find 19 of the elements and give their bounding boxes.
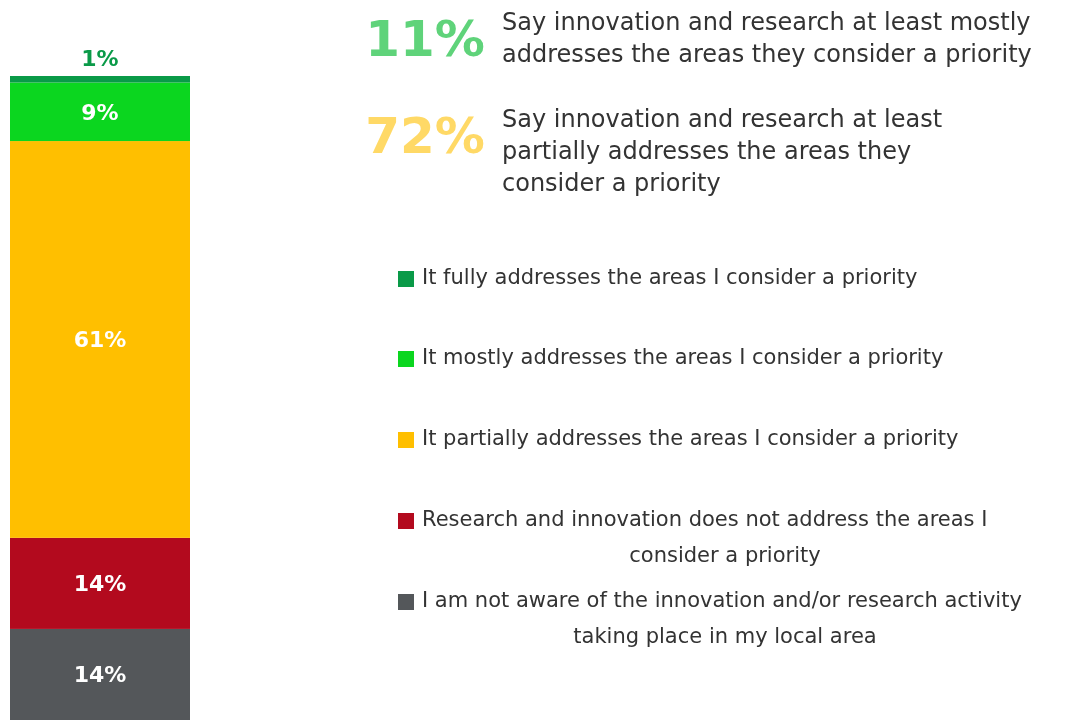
data-label: 14%: [73, 662, 127, 688]
legend-label: I am not aware of the innovation and/or research activity taking place in my local area: [422, 588, 1022, 648]
legend-label: It mostly addresses the areas I consider a priority: [422, 345, 944, 369]
data-label: 61%: [73, 327, 127, 353]
legend-label: It fully addresses the areas I consider a priority: [422, 265, 918, 289]
bar: [10, 82, 190, 142]
text: Say innovation and research at least mostly addresses the areas they consider a priority: [502, 8, 1032, 68]
text: 11%: [365, 10, 485, 68]
legend-label: Research and innovation does not address the areas I consider a priority: [422, 507, 988, 567]
data-label: 1%: [81, 46, 119, 71]
text: 72%: [365, 107, 485, 165]
bar: [10, 76, 190, 83]
data-label: 14%: [73, 571, 127, 597]
legend-label: It partially addresses the areas I consider a priority: [422, 426, 959, 450]
data-label: 9%: [81, 99, 119, 125]
bar: [10, 537, 190, 629]
bar: [10, 141, 190, 538]
text: Say innovation and research at least partially addresses the areas they consider a priority: [502, 105, 943, 197]
bar: [10, 628, 190, 720]
